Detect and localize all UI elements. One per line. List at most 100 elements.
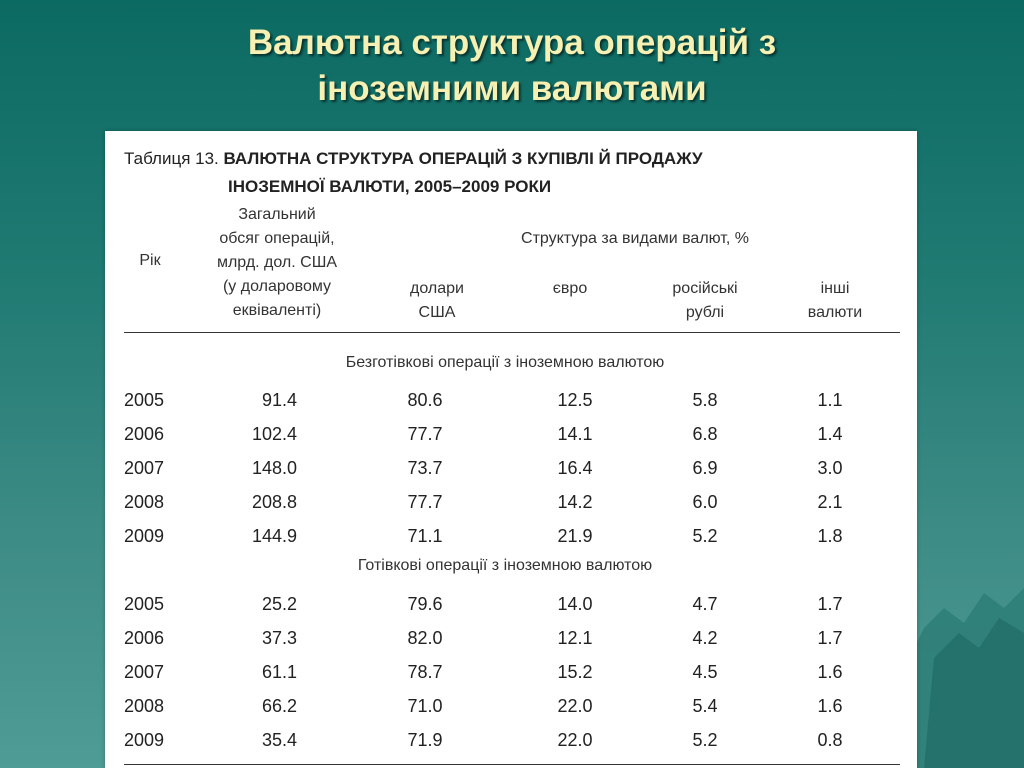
slide-title-line-1: Валютна структура операцій з	[247, 23, 777, 62]
cell-eur: 22.0	[557, 696, 593, 716]
cell-other: 2.1	[817, 492, 843, 512]
cell-other: 1.8	[817, 526, 843, 546]
cell-year: 2006	[124, 628, 165, 648]
header-usd-line: США	[418, 304, 456, 321]
cell-year: 2007	[124, 458, 165, 478]
header-divider	[124, 332, 900, 333]
cell-usd: 79.6	[407, 594, 443, 614]
table-row: 2005 91.4 80.6 12.5 5.8 1.1	[105, 383, 917, 417]
cell-year: 2008	[124, 492, 165, 512]
cell-rub: 6.9	[692, 458, 718, 478]
table-row: 2008 208.8 77.7 14.2 6.0 2.1	[105, 485, 917, 519]
cell-rub: 4.2	[692, 628, 718, 648]
cell-other: 0.8	[817, 730, 843, 750]
cell-usd: 71.0	[407, 696, 443, 716]
table-row: 2007 148.0 73.7 16.4 6.9 3.0	[105, 451, 917, 485]
cell-rub: 5.2	[692, 730, 718, 750]
cell-total: 35.4	[261, 730, 297, 750]
header-total-line: еквіваленті)	[232, 302, 322, 319]
header-other-line: валюти	[807, 304, 863, 321]
cell-total: 102.4	[251, 424, 297, 444]
cell-other: 1.7	[817, 628, 843, 648]
header-total-line: млрд. дол. США	[216, 254, 338, 271]
header-rub-line: російські	[672, 280, 738, 297]
cell-eur: 12.5	[557, 390, 593, 410]
header-eur: євро	[552, 280, 588, 297]
cell-year: 2006	[124, 424, 165, 444]
cell-rub: 5.2	[692, 526, 718, 546]
table-row: 2006 102.4 77.7 14.1 6.8 1.4	[105, 417, 917, 451]
section-label-cash: Готівкові операції з іноземною валютою	[357, 557, 653, 574]
header-total-volume: Загальний обсяг операцій, млрд. дол. США…	[197, 203, 357, 323]
table-number: Таблиця 13.	[124, 149, 219, 168]
cell-other: 3.0	[817, 458, 843, 478]
cell-eur: 16.4	[557, 458, 593, 478]
table-panel: Таблиця 13. ВАЛЮТНА СТРУКТУРА ОПЕРАЦІЙ З…	[105, 131, 917, 768]
cell-usd: 71.9	[407, 730, 443, 750]
table-row: 2005 25.2 79.6 14.0 4.7 1.7	[105, 587, 917, 621]
cell-usd: 82.0	[407, 628, 443, 648]
cell-eur: 14.2	[557, 492, 593, 512]
cell-rub: 4.7	[692, 594, 718, 614]
table-row: 2008 66.2 71.0 22.0 5.4 1.6	[105, 689, 917, 723]
header-total-line: обсяг операцій,	[219, 230, 335, 247]
cell-eur: 12.1	[557, 628, 593, 648]
header-total-line: (у доларовому	[222, 278, 332, 295]
cell-eur: 14.0	[557, 594, 593, 614]
cell-year: 2009	[124, 730, 165, 750]
cell-usd: 71.1	[407, 526, 443, 546]
cell-year: 2005	[124, 390, 165, 410]
cell-year: 2005	[124, 594, 165, 614]
cell-eur: 21.9	[557, 526, 593, 546]
cell-usd: 78.7	[407, 662, 443, 682]
cell-total: 25.2	[261, 594, 297, 614]
cell-total: 91.4	[261, 390, 297, 410]
header-currency-structure: Структура за видами валют, %	[521, 230, 749, 247]
table-row: 2009 144.9 71.1 21.9 5.2 1.8	[105, 519, 917, 553]
cell-rub: 6.0	[692, 492, 718, 512]
slide-title: Валютна структура операцій з іноземними …	[0, 20, 1024, 112]
section-rows-cash: 2005 25.2 79.6 14.0 4.7 1.7 2006 37.3 82…	[105, 587, 917, 757]
section-label-noncash: Безготівкові операції з іноземною валюто…	[345, 354, 665, 371]
table-caption: Таблиця 13. ВАЛЮТНА СТРУКТУРА ОПЕРАЦІЙ З…	[124, 145, 904, 201]
cell-eur: 15.2	[557, 662, 593, 682]
cell-other: 1.7	[817, 594, 843, 614]
cell-usd: 80.6	[407, 390, 443, 410]
cell-total: 37.3	[261, 628, 297, 648]
cell-total: 208.8	[251, 492, 297, 512]
table-row: 2006 37.3 82.0 12.1 4.2 1.7	[105, 621, 917, 655]
section-rows-noncash: 2005 91.4 80.6 12.5 5.8 1.1 2006 102.4 7…	[105, 383, 917, 553]
header-total-line: Загальний	[238, 206, 316, 223]
cell-year: 2008	[124, 696, 165, 716]
table-title-line-2: ІНОЗЕМНОЇ ВАЛЮТИ, 2005–2009 РОКИ	[228, 177, 552, 196]
cell-other: 1.1	[817, 390, 843, 410]
table-title-line-1: ВАЛЮТНА СТРУКТУРА ОПЕРАЦІЙ З КУПІВЛІ Й П…	[223, 149, 703, 168]
cell-rub: 4.5	[692, 662, 718, 682]
cell-total: 66.2	[261, 696, 297, 716]
mountain-decoration-icon	[914, 588, 1024, 768]
cell-other: 1.6	[817, 696, 843, 716]
table-row: 2007 61.1 78.7 15.2 4.5 1.6	[105, 655, 917, 689]
cell-usd: 77.7	[407, 424, 443, 444]
cell-eur: 22.0	[557, 730, 593, 750]
cell-year: 2009	[124, 526, 165, 546]
cell-total: 148.0	[251, 458, 297, 478]
slide-title-line-2: іноземними валютами	[317, 69, 707, 108]
header-usd-line: долари	[410, 280, 464, 297]
header-year: Рік	[139, 252, 161, 269]
table-bottom-rule	[124, 764, 900, 765]
cell-rub: 5.8	[692, 390, 718, 410]
cell-other: 1.4	[817, 424, 843, 444]
table-row: 2009 35.4 71.9 22.0 5.2 0.8	[105, 723, 917, 757]
header-rub: російські рублі	[655, 277, 755, 325]
cell-other: 1.6	[817, 662, 843, 682]
cell-usd: 73.7	[407, 458, 443, 478]
cell-usd: 77.7	[407, 492, 443, 512]
cell-rub: 5.4	[692, 696, 718, 716]
header-other: інші валюти	[785, 277, 885, 325]
header-other-line: інші	[820, 280, 850, 297]
cell-total: 144.9	[251, 526, 297, 546]
header-rub-line: рублі	[685, 304, 725, 321]
cell-year: 2007	[124, 662, 165, 682]
cell-rub: 6.8	[692, 424, 718, 444]
